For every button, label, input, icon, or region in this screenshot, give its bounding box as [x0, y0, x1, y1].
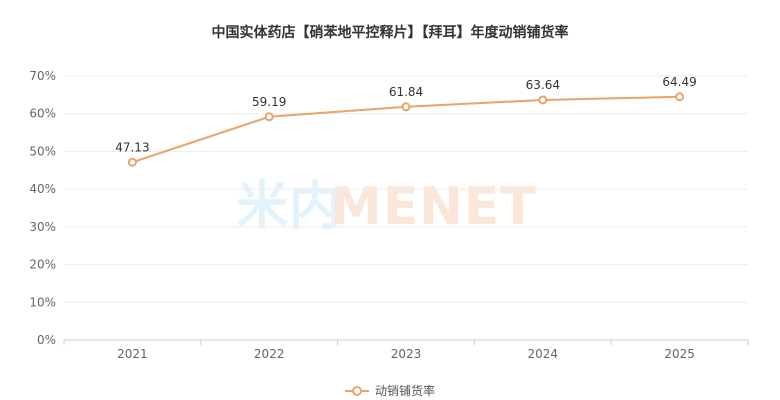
- legend[interactable]: 动销铺货率: [345, 383, 435, 398]
- y-axis: 0% 10% 20% 30% 40% 50% 60% 70%: [29, 69, 56, 347]
- data-label: 64.49: [662, 75, 696, 89]
- data-point[interactable]: [127, 157, 137, 167]
- data-point[interactable]: [538, 95, 548, 105]
- data-label: 59.19: [252, 95, 286, 109]
- y-tick-label: 20%: [29, 258, 56, 272]
- y-tick-label: 60%: [29, 107, 56, 121]
- grid-lines: [64, 75, 748, 303]
- x-axis: 2021 2022 2023 2024 2025: [63, 339, 749, 361]
- data-label: 61.84: [389, 85, 423, 99]
- y-tick-label: 40%: [29, 182, 56, 196]
- y-tick-label: 30%: [29, 220, 56, 234]
- x-tick-label: 2025: [664, 347, 695, 361]
- chart-title: 中国实体药店【硝苯地平控释片】【拜耳】年度动销铺货率: [212, 24, 569, 41]
- data-label: 63.64: [526, 78, 560, 92]
- data-label: 47.13: [115, 140, 149, 154]
- watermark-brand-text: MENET: [330, 177, 537, 237]
- watermark-logo-text: 米内: [236, 177, 342, 237]
- y-tick-label: 50%: [29, 144, 56, 158]
- series-line-group: [127, 92, 685, 167]
- legend-marker-swatch: [352, 386, 362, 396]
- x-tick-label: 2023: [391, 347, 422, 361]
- y-tick-label: 10%: [29, 295, 56, 309]
- watermark: 米内 MENET: [236, 177, 537, 237]
- y-tick-label: 70%: [29, 69, 56, 83]
- data-point[interactable]: [264, 112, 274, 122]
- data-point[interactable]: [401, 102, 411, 112]
- x-tick-label: 2022: [254, 347, 285, 361]
- x-tick-label: 2024: [528, 347, 559, 361]
- data-point[interactable]: [675, 92, 685, 102]
- data-labels: 47.13 59.19 61.84 63.64 64.49: [115, 75, 697, 154]
- legend-label: 动销铺货率: [375, 383, 435, 398]
- x-tick-label: 2021: [117, 347, 148, 361]
- y-tick-label: 0%: [37, 333, 56, 347]
